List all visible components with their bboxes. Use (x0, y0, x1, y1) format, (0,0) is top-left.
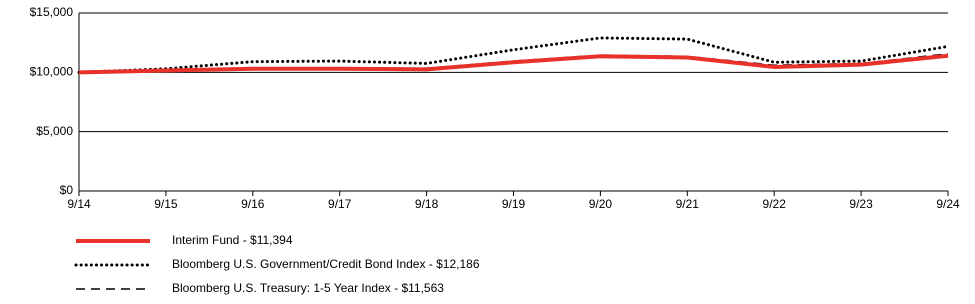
x-tick-label: 9/22 (763, 197, 787, 211)
y-tick-label: $15,000 (30, 5, 74, 19)
y-tick-label: $0 (60, 183, 74, 197)
series-line (77, 36, 950, 74)
series-line (78, 53, 949, 75)
x-tick-label: 9/14 (67, 197, 91, 211)
legend-label: Bloomberg U.S. Treasury: 1-5 Year Index … (172, 281, 444, 295)
y-tick-label: $10,000 (30, 65, 74, 79)
x-tick-label: 9/20 (589, 197, 613, 211)
x-tick-label: 9/24 (936, 197, 960, 211)
y-tick-label: $5,000 (36, 124, 73, 138)
x-tick-label: 9/16 (241, 197, 265, 211)
x-tick-label: 9/17 (328, 197, 352, 211)
x-tick-label: 9/19 (502, 197, 526, 211)
legend-label: Bloomberg U.S. Government/Credit Bond In… (172, 257, 480, 271)
x-tick-label: 9/15 (154, 197, 178, 211)
x-tick-label: 9/21 (676, 197, 700, 211)
x-tick-label: 9/18 (415, 197, 439, 211)
legend-label: Interim Fund - $11,394 (172, 233, 293, 247)
x-tick-label: 9/23 (849, 197, 873, 211)
